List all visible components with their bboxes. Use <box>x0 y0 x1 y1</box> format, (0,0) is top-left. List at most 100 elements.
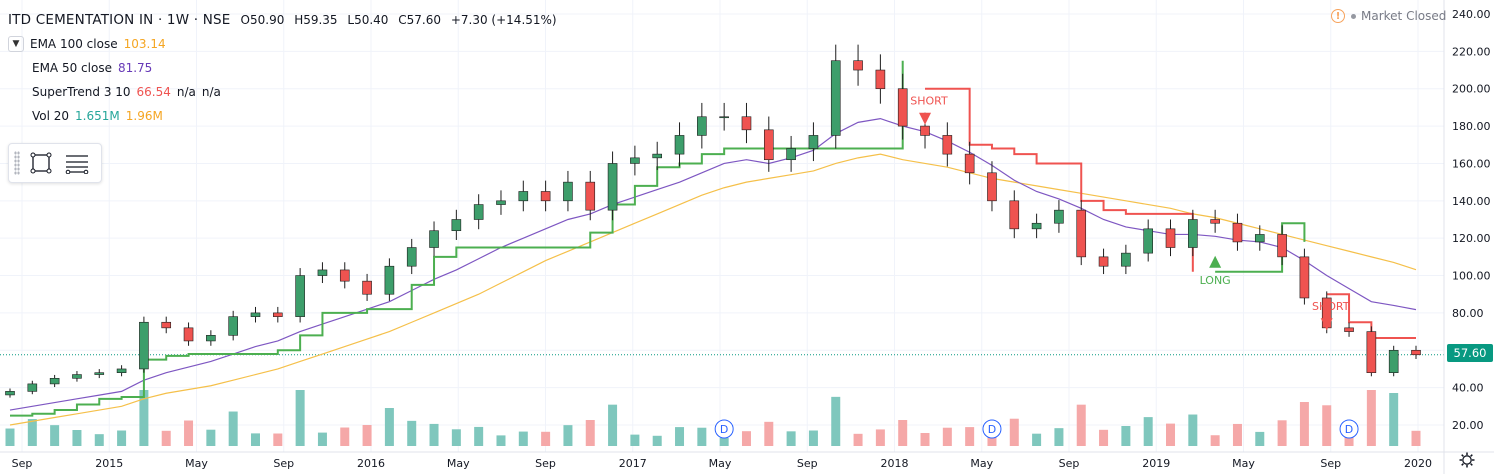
candle-body <box>473 204 484 220</box>
candle-body <box>897 88 908 127</box>
x-tick-label: May <box>970 457 993 470</box>
volume-bar <box>161 430 171 446</box>
volume-bar <box>1232 423 1242 446</box>
volume-bar <box>94 434 104 446</box>
candle-body <box>853 60 863 71</box>
volume-bar <box>27 419 37 446</box>
dividend-label: D <box>988 423 996 436</box>
long-arrow <box>1209 255 1222 268</box>
volume-bar <box>496 435 506 446</box>
indicator-row-ema50[interactable]: EMA 50 close 81.75 <box>8 56 563 80</box>
candle-body <box>540 191 551 202</box>
candle-body <box>1210 219 1220 224</box>
dividend-marker <box>982 419 1002 439</box>
volume-bar <box>184 420 194 446</box>
status-dot-icon <box>1351 13 1356 19</box>
candle-body <box>563 181 573 202</box>
market-status[interactable]: ! Market Closed <box>1331 9 1446 23</box>
candle-body <box>674 135 685 155</box>
volume-bar <box>1143 417 1153 446</box>
volume-bar <box>541 431 551 446</box>
rectangle-tool-icon[interactable] <box>26 148 56 178</box>
volume-bar <box>965 427 975 446</box>
volume-bar <box>652 435 662 446</box>
candle-body <box>94 372 105 375</box>
x-tick-label: May <box>1232 457 1255 470</box>
volume-bar <box>1277 420 1287 446</box>
y-tick-label: 180.00 <box>1452 120 1491 133</box>
x-tick-label: Sep <box>1320 457 1341 470</box>
y-tick-label: 200.00 <box>1452 83 1491 96</box>
volume-bar <box>1032 433 1042 446</box>
candle-body <box>295 275 305 317</box>
volume-bar <box>764 421 774 446</box>
candle-body <box>763 129 774 161</box>
volume-bar <box>228 411 238 446</box>
indicator-name: EMA 50 close <box>32 61 112 75</box>
volume-bar <box>139 390 149 446</box>
indicator-row-ema100[interactable]: ▼ EMA 100 close 103.14 <box>8 32 563 56</box>
volume-bar <box>451 429 461 446</box>
candle-body <box>585 181 596 211</box>
volume-bar <box>1255 431 1265 446</box>
chart-annotations: SHORT LONG SHORT D D D <box>714 95 1359 439</box>
short-arrow <box>1320 318 1333 331</box>
volume-bar <box>384 408 394 446</box>
y-tick-label: 80.00 <box>1452 307 1484 320</box>
indicator-row-volume[interactable]: Vol 20 1.651M 1.96M <box>8 104 563 128</box>
indicator-value: 103.14 <box>123 37 166 51</box>
candle-body <box>697 116 707 136</box>
volume-bar <box>295 390 305 446</box>
candle-body <box>875 69 886 90</box>
candle-body <box>496 200 506 205</box>
candle-body <box>27 383 38 392</box>
x-tick-label: Sep <box>1059 457 1080 470</box>
volume-bar <box>808 430 818 446</box>
candle-body <box>362 280 372 295</box>
volume-bar <box>608 404 618 446</box>
candle-body <box>183 327 194 342</box>
volume-bar <box>898 420 908 446</box>
candle-body <box>741 116 752 131</box>
candle-body <box>808 135 819 149</box>
warning-icon[interactable]: ! <box>1331 9 1345 23</box>
candle-body <box>72 374 82 379</box>
volume-bars <box>5 390 1421 446</box>
price-candles <box>5 44 1421 398</box>
indicator-row-supertrend[interactable]: SuperTrend 3 10 66.54 n/a n/a <box>8 80 563 104</box>
volume-bar <box>920 433 930 446</box>
volume-bar <box>474 426 484 446</box>
supertrend-up-line <box>10 60 904 417</box>
candle-body <box>1344 327 1354 332</box>
volume-bar <box>1366 390 1376 446</box>
y-tick-label: 40.00 <box>1452 382 1484 395</box>
change-value: +7.30 (+14.51%) <box>450 13 557 27</box>
volume-bar <box>407 420 417 446</box>
candle-body <box>1009 200 1020 230</box>
volume-bar <box>72 430 82 446</box>
candle-body <box>451 219 462 232</box>
candle-body <box>1366 331 1377 373</box>
chevron-down-icon[interactable]: ▼ <box>8 36 24 52</box>
symbol-row: ITD CEMENTATION IN · 1W · NSE O50.90 H59… <box>8 8 563 32</box>
y-tick-label: 120.00 <box>1452 232 1491 245</box>
candle-body <box>250 312 261 317</box>
x-tick-label: May <box>709 457 732 470</box>
candle-body <box>206 335 216 342</box>
drag-handle-icon[interactable] <box>14 151 20 175</box>
volume-bar <box>50 425 60 446</box>
x-tick-label: Sep <box>273 457 294 470</box>
gear-icon[interactable] <box>1459 452 1475 468</box>
volume-bar <box>630 434 640 446</box>
volume-bar <box>831 396 841 446</box>
chart-legend: ITD CEMENTATION IN · 1W · NSE O50.90 H59… <box>8 8 563 128</box>
volume-bar <box>206 429 216 446</box>
candle-body <box>1143 228 1153 254</box>
horizontal-lines-tool-icon[interactable] <box>62 148 92 178</box>
volume-bar <box>1166 423 1176 446</box>
volume-bar <box>853 433 863 446</box>
x-tick-label: Sep <box>12 457 33 470</box>
candle-body <box>920 125 930 136</box>
candle-body <box>5 391 15 396</box>
